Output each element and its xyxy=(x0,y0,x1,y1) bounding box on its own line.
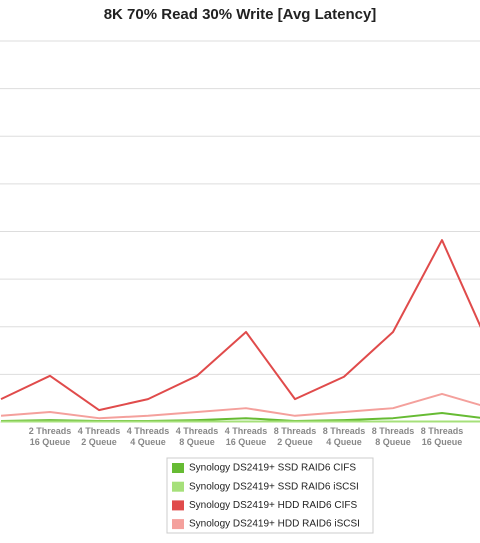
series-line xyxy=(0,239,480,412)
legend-swatch xyxy=(172,481,184,492)
x-tick-label: 8 Threads 16 Queue xyxy=(421,426,464,447)
x-tick-label: 8 Threads 8 Queue xyxy=(372,426,415,447)
legend-label: Synology DS2419+ HDD RAID6 iSCSI xyxy=(189,519,360,530)
x-tick-label: 4 Threads 2 Queue xyxy=(78,426,121,447)
series-line xyxy=(0,392,480,420)
x-tick-label: 8 Threads 4 Queue xyxy=(323,426,366,447)
legend-label: Synology DS2419+ SSD RAID6 CIFS xyxy=(189,463,356,474)
legend-swatch xyxy=(172,463,184,473)
legend-box xyxy=(166,457,374,534)
x-tick-label: 4 Threads 8 Queue xyxy=(176,426,219,447)
grid xyxy=(0,40,480,423)
x-axis: 2 Threads 16 Queue 4 Threads 2 Queue 4 Threa… xyxy=(29,426,464,447)
x-tick-label: 4 Threads 4 Queue xyxy=(127,426,170,447)
plot xyxy=(0,239,480,423)
chart-title: 8K 70% Read 30% Write [Avg Latency] xyxy=(104,6,377,23)
legend-swatch xyxy=(172,500,184,511)
x-tick-label: 4 Threads 16 Queue xyxy=(225,426,268,447)
x-tick-label: 8 Threads 2 Queue xyxy=(274,426,317,447)
legend-swatch xyxy=(172,519,184,530)
legend-label: Synology DS2419+ SSD RAID6 iSCSI xyxy=(189,481,359,492)
legend: Synology DS2419+ SSD RAID6 CIFS Synology … xyxy=(172,463,360,530)
legend-label: Synology DS2419+ HDD RAID6 CIFS xyxy=(189,500,357,511)
x-tick-label: 2 Threads 16 Queue xyxy=(29,426,72,447)
